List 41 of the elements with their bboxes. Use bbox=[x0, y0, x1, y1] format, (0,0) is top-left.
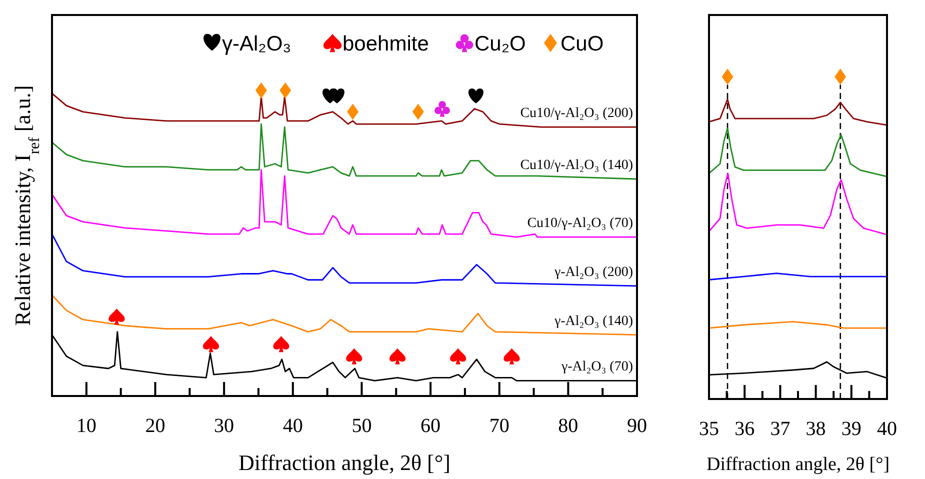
point bbox=[434, 101, 450, 117]
series-label: Cu10/γ-Al₂O₃ (200) bbox=[520, 106, 634, 122]
series-label: γ-Al₂O₃ (140) bbox=[553, 314, 634, 329]
point bbox=[450, 348, 466, 364]
x-tick-label: 20 bbox=[145, 415, 166, 437]
point bbox=[504, 348, 520, 364]
legend-label: Cu₂O bbox=[474, 32, 526, 56]
x-tick-label: 39 bbox=[841, 418, 862, 440]
point bbox=[412, 104, 424, 120]
x-tick-label: 30 bbox=[214, 415, 234, 437]
x-tick-label: 37 bbox=[770, 418, 790, 440]
point bbox=[255, 82, 267, 98]
x-tick-label: 36 bbox=[734, 418, 755, 440]
series-label: γ-Al₂O₃ (70) bbox=[560, 360, 634, 375]
x-tick-label: 38 bbox=[806, 418, 826, 440]
x-axis-title: Diffraction angle, 2θ [°] bbox=[706, 454, 890, 475]
point bbox=[347, 104, 359, 120]
x-tick-label: 40 bbox=[877, 418, 897, 440]
point bbox=[202, 336, 220, 352]
point bbox=[468, 88, 484, 104]
x-axis-title: Diffraction angle, 2θ [°] bbox=[238, 450, 450, 475]
point bbox=[389, 348, 406, 364]
legend-label: γ-Al₂O₃ bbox=[222, 32, 292, 56]
x-tick-label: 60 bbox=[420, 415, 441, 437]
x-tick-label: 50 bbox=[352, 415, 372, 437]
series-label: γ-Al₂O₃ (200) bbox=[553, 264, 634, 280]
point bbox=[273, 336, 290, 352]
series-label: Cu10/γ-Al₂O₃ (140) bbox=[520, 158, 634, 174]
series-label: Cu10/γ-Al₂O₃ (70) bbox=[527, 216, 634, 232]
x-tick-label: 40 bbox=[282, 415, 303, 437]
x-tick-label: 70 bbox=[489, 415, 510, 437]
x-tick-label: 35 bbox=[699, 418, 719, 440]
legend-label: CuO bbox=[560, 32, 604, 56]
x-tick-label: 80 bbox=[558, 415, 578, 437]
point bbox=[346, 348, 362, 364]
point bbox=[280, 82, 292, 98]
point bbox=[329, 88, 344, 104]
x-tick-label: 90 bbox=[627, 415, 647, 437]
point bbox=[108, 308, 125, 325]
legend-label: boehmite bbox=[342, 32, 429, 56]
x-tick-label: 10 bbox=[76, 415, 96, 437]
